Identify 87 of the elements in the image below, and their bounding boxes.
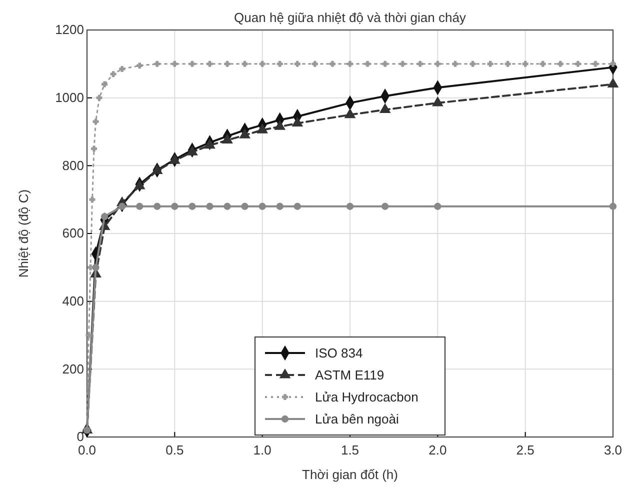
point bbox=[434, 60, 441, 67]
point bbox=[154, 60, 160, 67]
point bbox=[118, 202, 126, 210]
point bbox=[206, 60, 213, 67]
point bbox=[346, 202, 354, 210]
point bbox=[609, 202, 617, 210]
y-axis-title: Nhiệt độ (độ C) bbox=[16, 189, 31, 278]
x-tick-label: 1.5 bbox=[340, 442, 360, 458]
point bbox=[224, 202, 231, 210]
point bbox=[364, 60, 371, 67]
point bbox=[239, 129, 250, 138]
point bbox=[154, 202, 161, 210]
point bbox=[91, 146, 98, 152]
point bbox=[381, 202, 389, 210]
point bbox=[171, 202, 178, 210]
point bbox=[92, 118, 99, 125]
point bbox=[540, 60, 546, 67]
y-tick-label: 800 bbox=[62, 158, 84, 173]
point bbox=[224, 60, 230, 67]
point bbox=[257, 124, 268, 134]
y-tick-label: 400 bbox=[62, 293, 84, 308]
point bbox=[206, 202, 214, 210]
point bbox=[434, 202, 442, 210]
y-tick-label: 0 bbox=[76, 429, 84, 444]
legend-label: ISO 834 bbox=[315, 346, 363, 360]
point bbox=[222, 134, 233, 144]
point bbox=[274, 120, 286, 130]
point bbox=[134, 180, 145, 190]
x-tick-label: 2.5 bbox=[516, 442, 534, 458]
point bbox=[152, 164, 162, 174]
point bbox=[344, 108, 356, 118]
point bbox=[292, 117, 303, 127]
point bbox=[504, 60, 511, 67]
point bbox=[136, 62, 143, 69]
x-tick-label: 0.5 bbox=[166, 442, 184, 458]
point bbox=[188, 202, 196, 210]
y-tick-label: 1200 bbox=[55, 22, 84, 38]
point bbox=[276, 60, 283, 67]
x-axis-title: Thời gian đốt (h) bbox=[302, 467, 398, 482]
point bbox=[487, 60, 494, 67]
point bbox=[400, 60, 406, 67]
point bbox=[169, 154, 180, 164]
point bbox=[470, 60, 476, 67]
point bbox=[89, 196, 96, 203]
legend-label: ASTM E119 bbox=[315, 368, 384, 382]
point bbox=[102, 81, 108, 88]
point bbox=[432, 96, 443, 106]
y-tick-label: 200 bbox=[62, 361, 84, 376]
point bbox=[610, 60, 616, 67]
point bbox=[452, 60, 458, 67]
point bbox=[92, 264, 100, 271]
point bbox=[110, 71, 116, 78]
point bbox=[172, 60, 178, 67]
point bbox=[557, 60, 564, 67]
point bbox=[186, 146, 198, 156]
point bbox=[346, 60, 354, 67]
point bbox=[417, 60, 424, 67]
point bbox=[608, 78, 618, 88]
y-tick-label: 1000 bbox=[55, 90, 84, 105]
legend-label: Lửa Hydrocacbon bbox=[315, 390, 418, 404]
point bbox=[592, 60, 598, 67]
point bbox=[522, 60, 528, 67]
point bbox=[259, 60, 266, 67]
x-tick-label: 3.0 bbox=[604, 442, 622, 458]
y-tick-label: 600 bbox=[62, 226, 84, 241]
point bbox=[189, 60, 196, 67]
point bbox=[276, 202, 284, 210]
point bbox=[294, 202, 301, 210]
point bbox=[242, 60, 248, 67]
point bbox=[258, 202, 266, 210]
point bbox=[119, 66, 126, 72]
legend-label: Lửa bên ngoài bbox=[315, 412, 399, 426]
point bbox=[136, 202, 144, 210]
x-tick-label: 2.0 bbox=[428, 442, 447, 458]
point bbox=[574, 60, 581, 67]
point bbox=[86, 332, 92, 338]
point bbox=[204, 139, 216, 149]
x-tick-label: 0.0 bbox=[78, 442, 96, 458]
x-tick-label: 1.0 bbox=[253, 442, 272, 458]
point bbox=[382, 60, 388, 67]
point bbox=[294, 60, 300, 67]
point bbox=[241, 202, 248, 210]
point bbox=[329, 60, 336, 67]
point bbox=[312, 60, 318, 67]
point bbox=[380, 104, 390, 113]
chart-title: Quan hệ giữa nhiệt độ và thời gian cháy bbox=[234, 10, 466, 25]
point bbox=[96, 94, 102, 101]
